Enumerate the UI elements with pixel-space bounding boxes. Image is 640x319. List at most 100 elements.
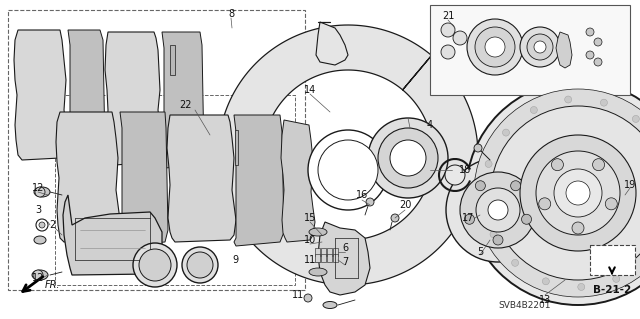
Text: 17: 17 xyxy=(462,213,474,223)
Circle shape xyxy=(554,169,602,217)
Polygon shape xyxy=(68,30,105,162)
Circle shape xyxy=(534,41,546,53)
Text: 12: 12 xyxy=(32,183,44,193)
Circle shape xyxy=(522,214,532,224)
Text: 10: 10 xyxy=(304,235,316,245)
Text: 15: 15 xyxy=(304,213,316,223)
Polygon shape xyxy=(235,130,238,165)
Text: 21: 21 xyxy=(442,11,454,21)
Text: SVB4B2201: SVB4B2201 xyxy=(499,300,551,309)
Text: 11: 11 xyxy=(292,290,304,300)
Text: 11: 11 xyxy=(304,255,316,265)
Circle shape xyxy=(542,278,549,285)
Circle shape xyxy=(536,151,620,235)
Circle shape xyxy=(520,135,636,251)
Circle shape xyxy=(531,107,538,114)
Polygon shape xyxy=(162,32,204,168)
Ellipse shape xyxy=(309,228,327,236)
Circle shape xyxy=(511,181,520,191)
Text: 16: 16 xyxy=(356,190,368,200)
Text: 4: 4 xyxy=(427,120,433,130)
Circle shape xyxy=(33,270,43,280)
Circle shape xyxy=(572,222,584,234)
Circle shape xyxy=(318,140,378,200)
Polygon shape xyxy=(316,22,348,65)
Polygon shape xyxy=(105,32,162,165)
Circle shape xyxy=(490,231,497,238)
Circle shape xyxy=(441,23,455,37)
Circle shape xyxy=(485,37,505,57)
Circle shape xyxy=(441,45,455,59)
Text: 18: 18 xyxy=(459,165,471,175)
Ellipse shape xyxy=(34,236,46,244)
Polygon shape xyxy=(281,120,315,242)
Circle shape xyxy=(586,28,594,36)
Circle shape xyxy=(593,159,605,171)
Circle shape xyxy=(308,130,388,210)
Circle shape xyxy=(605,198,618,210)
Circle shape xyxy=(491,106,640,280)
Text: 9: 9 xyxy=(232,255,238,265)
Ellipse shape xyxy=(304,294,312,302)
Circle shape xyxy=(465,214,474,224)
Bar xyxy=(333,254,338,262)
Polygon shape xyxy=(14,30,68,160)
Circle shape xyxy=(187,252,213,278)
Bar xyxy=(315,248,320,256)
Circle shape xyxy=(35,187,45,197)
Bar xyxy=(327,254,332,262)
Polygon shape xyxy=(167,115,236,242)
Ellipse shape xyxy=(34,187,50,197)
Circle shape xyxy=(488,200,508,220)
Circle shape xyxy=(366,198,374,206)
Bar xyxy=(315,254,320,262)
Circle shape xyxy=(182,247,218,283)
Circle shape xyxy=(527,34,553,60)
Text: 19: 19 xyxy=(624,180,636,190)
Text: 5: 5 xyxy=(477,247,483,257)
Circle shape xyxy=(139,249,171,281)
Text: FR.: FR. xyxy=(44,280,60,290)
Circle shape xyxy=(594,38,602,46)
Polygon shape xyxy=(234,115,284,246)
Circle shape xyxy=(586,51,594,59)
Text: 3: 3 xyxy=(35,205,41,215)
Polygon shape xyxy=(318,222,370,295)
Circle shape xyxy=(466,81,640,305)
Circle shape xyxy=(502,129,509,136)
Circle shape xyxy=(476,181,485,191)
Circle shape xyxy=(475,27,515,67)
Bar xyxy=(430,5,630,95)
Text: 7: 7 xyxy=(342,257,348,267)
Circle shape xyxy=(378,128,438,188)
Circle shape xyxy=(485,160,492,167)
Circle shape xyxy=(594,58,602,66)
Circle shape xyxy=(511,259,518,266)
Text: 12: 12 xyxy=(32,273,44,283)
Polygon shape xyxy=(218,25,478,285)
Circle shape xyxy=(600,99,607,106)
Polygon shape xyxy=(170,45,175,75)
Polygon shape xyxy=(56,112,120,242)
Text: 6: 6 xyxy=(342,243,348,253)
Text: 2: 2 xyxy=(49,220,55,230)
Circle shape xyxy=(632,115,639,122)
Circle shape xyxy=(39,222,45,228)
Circle shape xyxy=(368,118,448,198)
Text: 14: 14 xyxy=(304,85,316,95)
Ellipse shape xyxy=(323,301,337,308)
Text: 22: 22 xyxy=(179,100,191,110)
Circle shape xyxy=(133,243,177,287)
Bar xyxy=(333,248,338,256)
Circle shape xyxy=(578,284,585,290)
Bar xyxy=(55,95,295,285)
Circle shape xyxy=(539,198,550,210)
Circle shape xyxy=(520,27,560,67)
Bar xyxy=(321,248,326,256)
Text: 8: 8 xyxy=(228,9,234,19)
Ellipse shape xyxy=(309,268,327,276)
Bar xyxy=(590,245,635,275)
Bar xyxy=(8,10,305,290)
Circle shape xyxy=(476,188,520,232)
Circle shape xyxy=(481,196,488,203)
